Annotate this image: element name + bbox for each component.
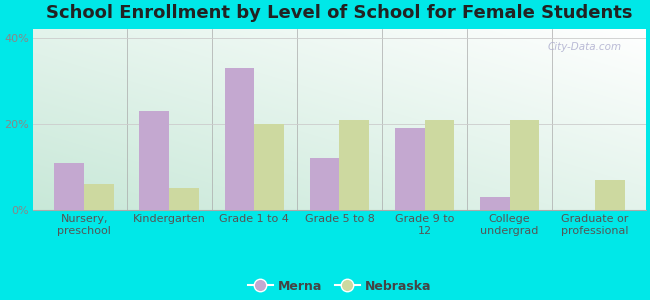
Bar: [254, 124, 284, 210]
Legend: Merna, Nebraska: Merna, Nebraska: [242, 275, 436, 298]
Bar: [395, 128, 424, 210]
Bar: [224, 68, 254, 210]
Bar: [339, 120, 369, 210]
Bar: [169, 188, 199, 210]
Bar: [595, 180, 625, 210]
Bar: [480, 197, 510, 210]
Bar: [55, 163, 84, 210]
Bar: [309, 158, 339, 210]
Title: School Enrollment by Level of School for Female Students: School Enrollment by Level of School for…: [46, 4, 632, 22]
Text: City-Data.com: City-Data.com: [547, 42, 621, 52]
Bar: [424, 120, 454, 210]
Bar: [140, 111, 169, 210]
Bar: [84, 184, 114, 210]
Bar: [510, 120, 540, 210]
